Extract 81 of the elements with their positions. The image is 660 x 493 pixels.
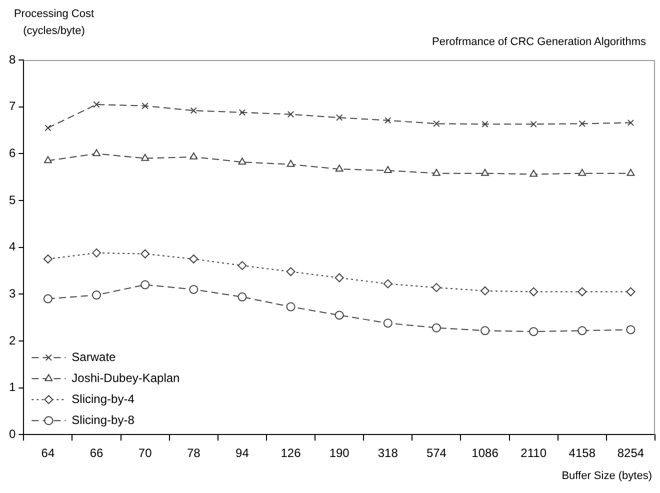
point — [481, 168, 489, 176]
x-tick-label: 70 — [138, 446, 152, 460]
point — [578, 287, 587, 296]
point — [335, 164, 344, 172]
x-tick-label: 318 — [378, 446, 398, 460]
point — [578, 168, 586, 176]
point — [92, 248, 102, 258]
legend-label: Slicing-by-8 — [72, 412, 135, 427]
point — [43, 294, 52, 304]
point — [238, 158, 246, 165]
point — [92, 290, 102, 300]
point — [578, 326, 587, 336]
x-tick-label: 8254 — [617, 446, 644, 460]
point — [189, 284, 198, 294]
point — [578, 120, 586, 128]
point — [626, 287, 636, 296]
point — [287, 110, 294, 118]
chart-title: Perofrmance of CRC Generation Algorithms — [432, 36, 646, 48]
point — [433, 120, 440, 128]
point — [238, 292, 247, 302]
point — [626, 325, 636, 334]
point — [190, 152, 198, 160]
point — [383, 318, 392, 328]
point — [482, 120, 488, 128]
x-tick-label: 78 — [186, 446, 201, 460]
point — [384, 166, 392, 174]
point — [238, 261, 247, 270]
point — [432, 283, 441, 292]
point — [286, 302, 296, 312]
point — [140, 280, 150, 290]
point — [480, 286, 490, 296]
y-tick-label: 8 — [8, 52, 16, 66]
legend-label: Sarwate — [72, 350, 116, 364]
point — [334, 310, 344, 320]
point — [384, 117, 392, 124]
point — [530, 120, 537, 128]
y-tick-label: 7 — [8, 99, 16, 114]
point — [140, 249, 150, 258]
x-axis-title: Buffer Size (bytes) — [562, 470, 652, 482]
point — [627, 119, 634, 126]
point — [92, 149, 100, 156]
y-tick-label: 4 — [8, 240, 16, 254]
x-tick-label: 64 — [41, 446, 55, 460]
x-tick-label: 126 — [280, 446, 302, 460]
point — [432, 168, 440, 176]
point — [336, 114, 343, 121]
y-tick-label: 6 — [8, 146, 16, 160]
y-tick-label: 2 — [8, 333, 16, 348]
y-axis-title: Processing Cost (cycles/byte) — [12, 7, 96, 39]
point — [432, 323, 441, 332]
y-tick-label: 0 — [8, 426, 16, 441]
point — [141, 154, 150, 161]
point — [286, 160, 295, 167]
point — [529, 287, 538, 296]
point — [286, 267, 296, 276]
legend-label: Slicing-by-4 — [72, 392, 135, 406]
point — [93, 101, 100, 108]
point — [530, 170, 538, 177]
point — [190, 107, 197, 114]
x-tick-label: 94 — [236, 446, 250, 460]
point — [238, 109, 246, 116]
point — [383, 279, 392, 288]
point — [334, 273, 344, 282]
legend-label: Joshi-Dubey-Kaplan — [72, 370, 180, 385]
point — [142, 102, 148, 110]
point — [44, 124, 52, 132]
y-tick-label: 5 — [8, 192, 16, 207]
point — [626, 168, 635, 176]
x-tick-label: 66 — [90, 446, 104, 460]
x-tick-label: 4158 — [568, 446, 596, 460]
x-tick-label: 2110 — [520, 446, 547, 460]
point — [480, 326, 490, 336]
point — [44, 156, 52, 164]
point — [43, 254, 52, 264]
point — [189, 254, 198, 264]
x-tick-label: 1086 — [472, 446, 499, 460]
point — [529, 327, 538, 336]
x-tick-label: 190 — [329, 446, 350, 460]
y-tick-label: 3 — [8, 286, 16, 300]
y-tick-label: 1 — [8, 380, 16, 394]
x-tick-label: 574 — [426, 446, 447, 460]
